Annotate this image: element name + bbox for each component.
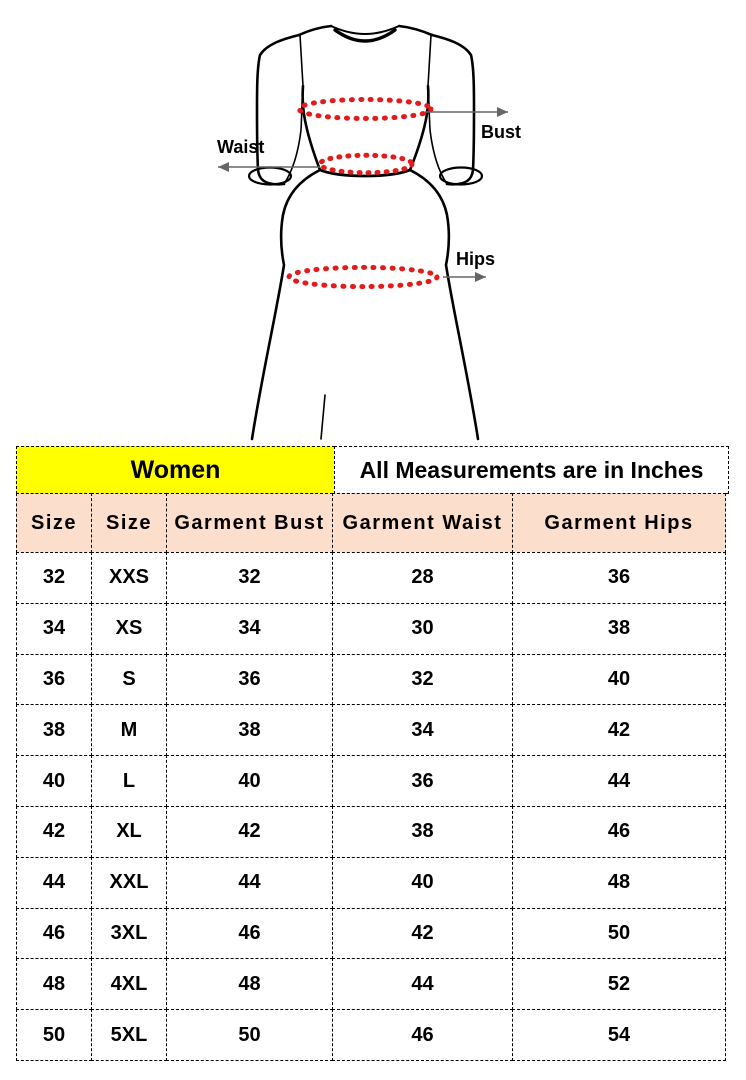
svg-text:Bust: Bust <box>481 122 521 142</box>
svg-text:Hips: Hips <box>456 249 495 269</box>
svg-text:Waist: Waist <box>217 137 264 157</box>
